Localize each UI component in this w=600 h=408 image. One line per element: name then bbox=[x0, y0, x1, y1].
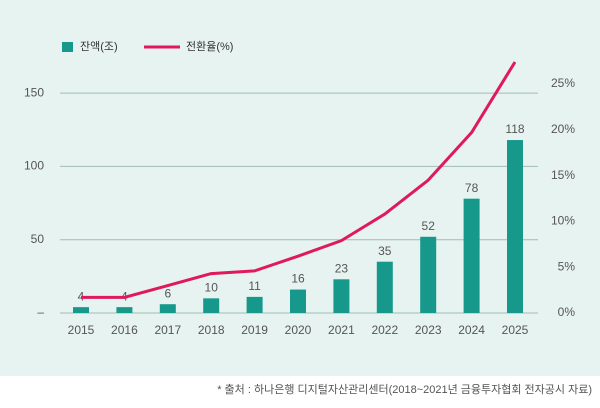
x-tick-label: 2019 bbox=[241, 323, 268, 337]
x-tick-label: 2024 bbox=[458, 323, 485, 337]
line bbox=[81, 61, 517, 299]
value-label: 23 bbox=[335, 261, 349, 275]
bar bbox=[420, 236, 437, 313]
bar bbox=[376, 261, 393, 313]
x-tick-label: 2025 bbox=[502, 323, 529, 337]
bar bbox=[290, 289, 306, 313]
x-tick-label: 2023 bbox=[415, 323, 442, 337]
value-label: 118 bbox=[505, 122, 524, 136]
y2-tick-label: 20% bbox=[551, 122, 575, 136]
bar bbox=[73, 307, 89, 313]
x-tick-label: 2021 bbox=[328, 323, 355, 337]
y-tick-label: 100 bbox=[24, 159, 44, 173]
value-label: 35 bbox=[378, 244, 392, 258]
bar bbox=[116, 307, 133, 313]
value-label: 6 bbox=[164, 286, 171, 300]
y2-tick-label: 0% bbox=[558, 305, 576, 319]
value-label: 78 bbox=[465, 181, 479, 195]
y2-tick-label: 5% bbox=[558, 259, 576, 273]
x-tick-label: 2022 bbox=[371, 323, 398, 337]
source-note: * 출처 : 하나은행 디지털자산관리센터(2018~2021년 금융투자협회 … bbox=[217, 382, 592, 396]
bar bbox=[463, 198, 480, 313]
value-label: 11 bbox=[248, 279, 261, 293]
x-tick-label: 2017 bbox=[154, 323, 181, 337]
value-label: 10 bbox=[205, 281, 219, 295]
bar bbox=[333, 279, 350, 313]
bar bbox=[159, 304, 176, 313]
legend-label: 전환율(%) bbox=[186, 40, 233, 53]
bar bbox=[246, 296, 263, 313]
legend-label: 잔액(조) bbox=[80, 40, 118, 53]
bar bbox=[203, 298, 220, 313]
x-tick-label: 2018 bbox=[198, 323, 225, 337]
y2-tick-label: 15% bbox=[551, 168, 575, 182]
legend-swatch bbox=[62, 42, 73, 52]
x-tick-label: 2015 bbox=[68, 323, 95, 337]
y2-tick-label: 10% bbox=[551, 214, 575, 228]
y2-tick-label: 25% bbox=[551, 76, 575, 90]
y-tick-label: 150 bbox=[24, 85, 44, 99]
bar bbox=[507, 140, 523, 313]
x-tick-label: 2020 bbox=[285, 323, 312, 337]
y-tick-label: – bbox=[37, 305, 44, 319]
value-label: 16 bbox=[291, 272, 305, 286]
value-label: 52 bbox=[422, 219, 436, 233]
y-tick-label: 50 bbox=[31, 232, 45, 246]
x-tick-label: 2016 bbox=[111, 323, 138, 337]
